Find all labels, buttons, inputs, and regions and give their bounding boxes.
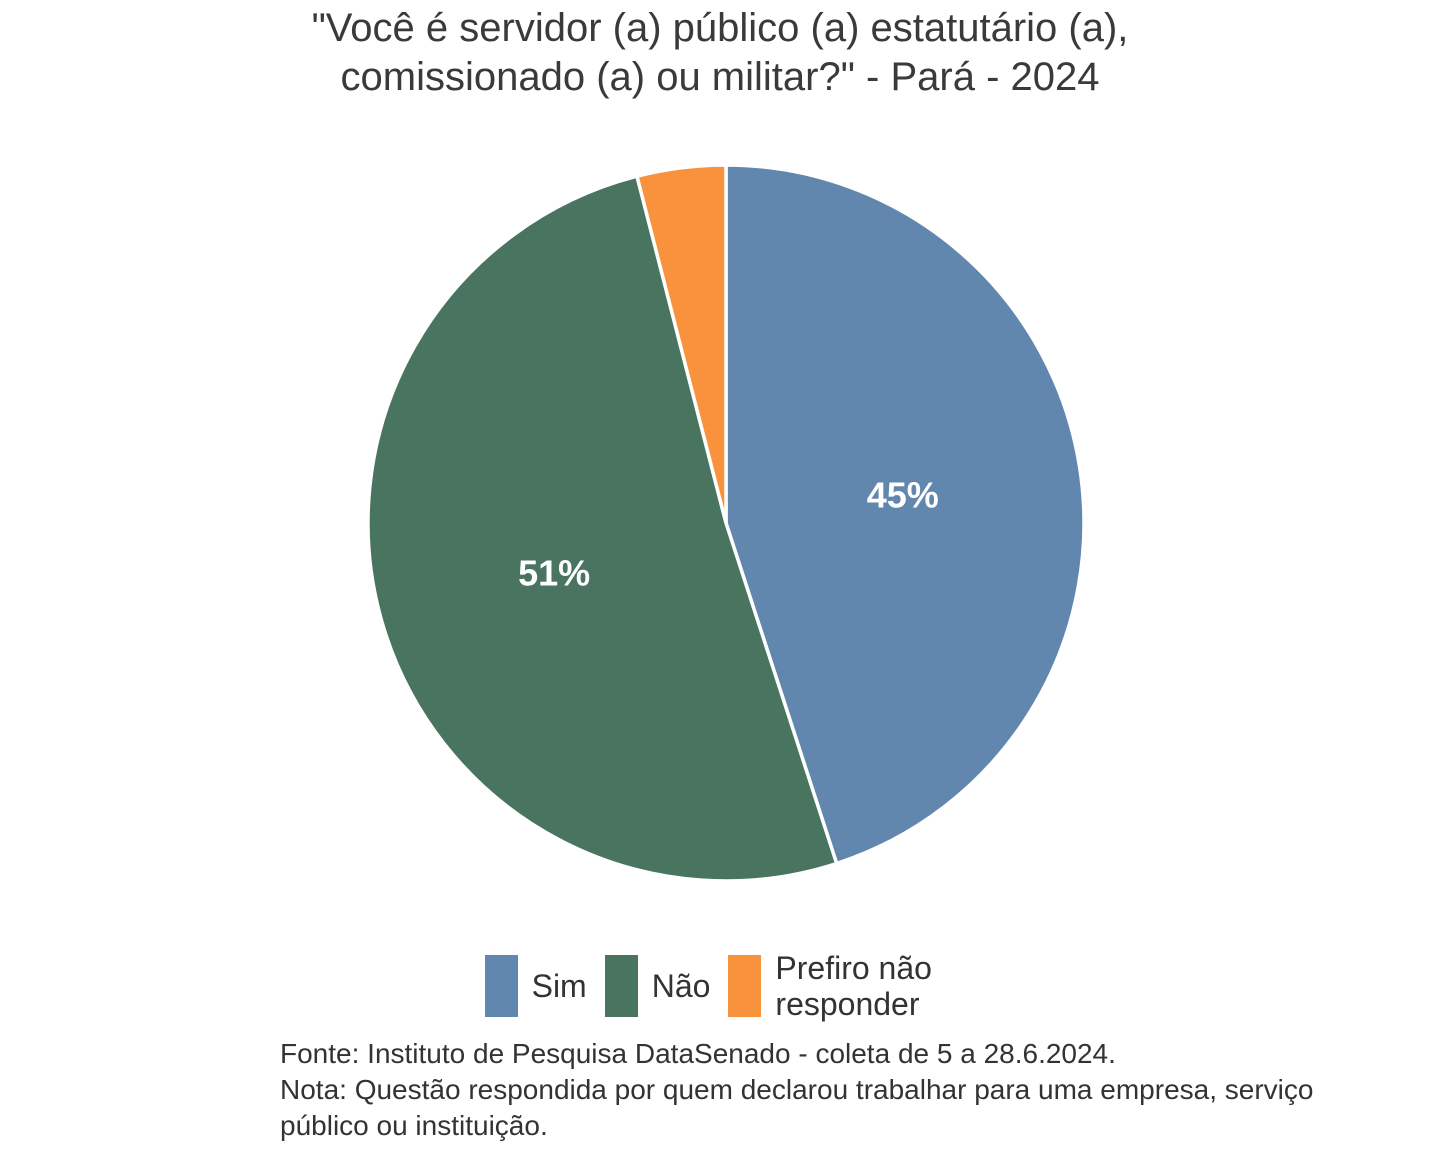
legend-swatch-nao	[604, 955, 638, 1017]
chart-title: "Você é servidor (a) público (a) estatut…	[311, 6, 1129, 99]
pie-slice-sim	[724, 163, 1086, 866]
note-text: Nota: Questão respondida por quem declar…	[280, 1074, 1314, 1141]
pie-chart-container: 45% 51%	[356, 153, 1096, 893]
legend-swatch-sim	[484, 955, 518, 1017]
legend-item-prefiro-nao-responder: Prefiro não responder	[728, 950, 955, 1022]
legend-label-nao: Não	[651, 968, 711, 1004]
slice-percent-label-sim: 45%	[867, 475, 939, 516]
legend-swatch-prefiro-nao-responder	[728, 955, 762, 1017]
slice-percent-label-nao: 51%	[518, 552, 590, 593]
legend-label-prefiro-nao-responder: Prefiro não responder	[775, 950, 932, 1022]
pie-chart: 45% 51%	[366, 163, 1086, 883]
legend: Sim Não Prefiro não responder	[0, 950, 1440, 1022]
legend-label-sim: Sim	[531, 968, 587, 1004]
legend-item-nao: Não	[604, 955, 711, 1017]
pie-slice-prefiro-nao-responder	[635, 163, 728, 525]
source-text: Fonte: Instituto de Pesquisa DataSenado …	[280, 1038, 1116, 1069]
caption-block: Fonte: Instituto de Pesquisa DataSenado …	[280, 1036, 1430, 1144]
pie-slice-nao	[366, 174, 839, 883]
legend-item-sim: Sim	[484, 955, 587, 1017]
